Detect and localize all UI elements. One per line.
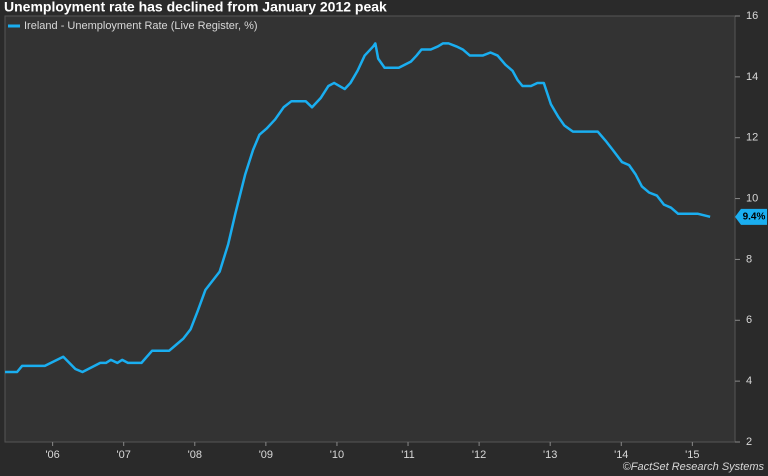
y-tick-label: 4 bbox=[746, 375, 752, 387]
plot-area bbox=[4, 15, 736, 443]
x-tick-label: '15 bbox=[685, 449, 699, 461]
value-label: 9.4% bbox=[743, 211, 766, 222]
x-tick-label: '07 bbox=[117, 449, 131, 461]
y-tick-label: 8 bbox=[746, 253, 752, 265]
y-tick-label: 6 bbox=[746, 314, 752, 326]
x-tick-label: '13 bbox=[543, 449, 557, 461]
x-tick-label: '12 bbox=[472, 449, 486, 461]
chart-title: Unemployment rate has declined from Janu… bbox=[4, 0, 387, 15]
x-tick-label: '06 bbox=[45, 449, 59, 461]
y-tick-label: 10 bbox=[746, 192, 758, 204]
line bbox=[5, 42, 711, 374]
y-tick-label: 16 bbox=[746, 10, 758, 22]
x-tick-label: '10 bbox=[330, 449, 344, 461]
legend-label: Ireland - Unemployment Rate (Live Regist… bbox=[24, 20, 258, 32]
x-tick-label: '14 bbox=[614, 449, 628, 461]
y-tick-label: 12 bbox=[746, 132, 758, 144]
y-tick-label: 2 bbox=[746, 436, 752, 448]
x-tick-label: '08 bbox=[188, 449, 202, 461]
source: ©FactSet Research Systems bbox=[623, 461, 765, 473]
x-tick-label: '09 bbox=[259, 449, 273, 461]
value-tag bbox=[735, 208, 767, 225]
x-tick-label: '11 bbox=[401, 449, 415, 461]
y-tick-label: 14 bbox=[746, 71, 758, 83]
